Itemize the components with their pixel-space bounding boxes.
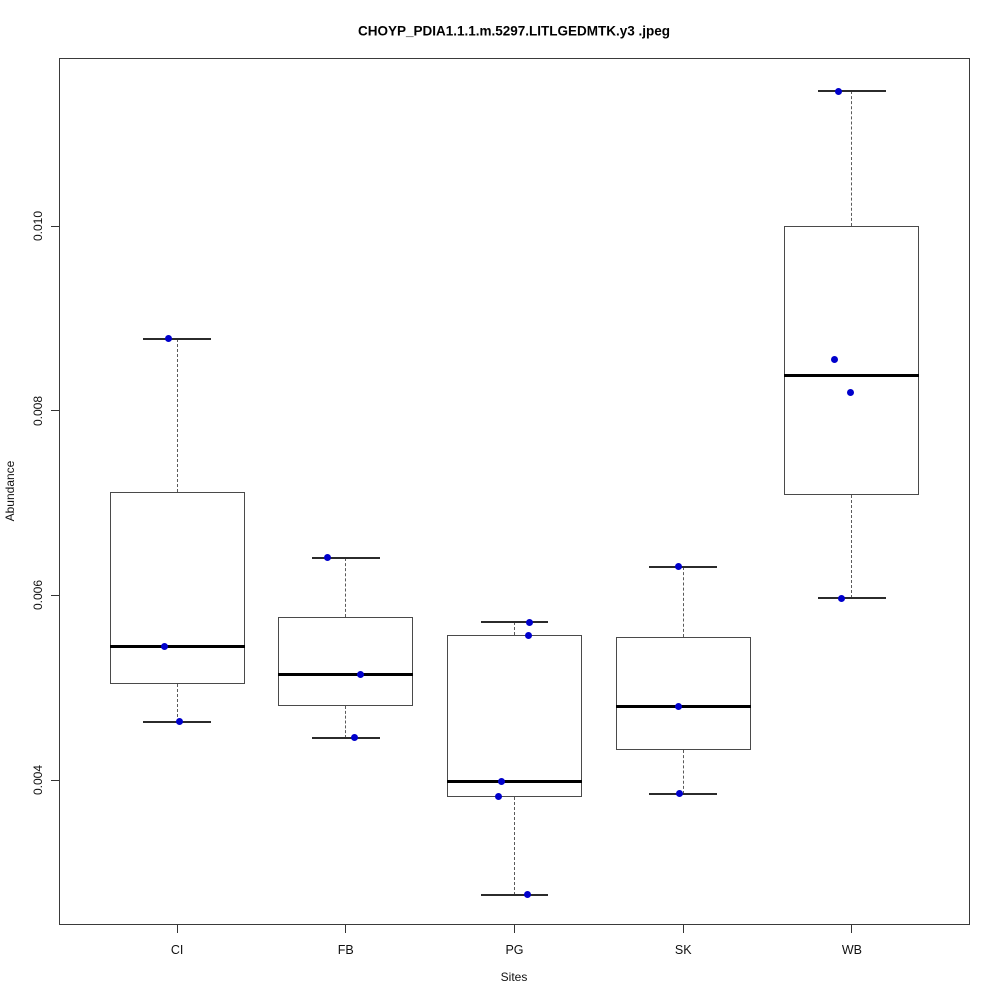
box-fb bbox=[278, 616, 414, 707]
data-point-pg bbox=[525, 631, 532, 639]
data-point-ci bbox=[164, 335, 172, 343]
y-axis-tick-label: 0.006 bbox=[31, 580, 45, 611]
x-axis-tick-label-pg: PG bbox=[505, 943, 524, 957]
x-axis-tick bbox=[682, 925, 684, 933]
y-axis-tick-label: 0.010 bbox=[31, 211, 45, 242]
data-point-sk bbox=[674, 702, 682, 710]
y-axis-tick bbox=[51, 225, 59, 227]
x-axis-tick-label-ci: CI bbox=[170, 943, 184, 957]
whisker-lower-pg bbox=[514, 796, 515, 895]
whisker-cap-high-ci bbox=[143, 337, 211, 340]
whisker-upper-ci bbox=[176, 338, 178, 492]
whisker-cap-low-wb bbox=[818, 597, 886, 600]
y-axis-tick bbox=[51, 410, 59, 412]
box-sk bbox=[615, 636, 751, 750]
data-point-wb bbox=[831, 356, 839, 364]
data-point-wb bbox=[835, 87, 843, 95]
data-point-fb bbox=[357, 671, 365, 679]
box-ci bbox=[109, 491, 245, 684]
whisker-cap-low-pg bbox=[480, 893, 549, 896]
x-axis-tick-label-fb: FB bbox=[337, 943, 354, 957]
x-axis-tick-label-sk: SK bbox=[674, 943, 692, 957]
whisker-upper-pg bbox=[514, 622, 515, 636]
y-axis-tick bbox=[51, 779, 59, 781]
whisker-upper-sk bbox=[682, 566, 684, 637]
x-axis-tick bbox=[345, 925, 347, 933]
x-axis-tick-label-wb: WB bbox=[841, 943, 862, 957]
data-point-pg bbox=[526, 618, 533, 626]
whisker-lower-sk bbox=[682, 749, 684, 794]
chart-title: CHOYP_PDIA1.1.1.m.5297.LITLGEDMTK.y3 .jp… bbox=[357, 23, 671, 39]
data-point-wb bbox=[838, 594, 846, 602]
x-axis-tick bbox=[176, 925, 178, 933]
whisker-cap-low-sk bbox=[649, 792, 717, 795]
whisker-upper-fb bbox=[345, 557, 347, 617]
data-point-sk bbox=[675, 790, 683, 798]
median-sk bbox=[615, 704, 751, 708]
whisker-lower-ci bbox=[176, 684, 178, 722]
x-axis-tick bbox=[851, 925, 853, 933]
whisker-cap-high-fb bbox=[312, 556, 380, 559]
data-point-pg bbox=[524, 891, 531, 899]
data-point-ci bbox=[175, 718, 183, 726]
data-point-fb bbox=[324, 554, 332, 562]
y-axis-tick-label: 0.004 bbox=[31, 765, 45, 796]
data-point-fb bbox=[351, 734, 359, 742]
whisker-upper-wb bbox=[851, 91, 853, 227]
whisker-cap-high-wb bbox=[818, 90, 886, 93]
median-wb bbox=[784, 374, 920, 378]
whisker-lower-wb bbox=[851, 494, 853, 599]
data-point-wb bbox=[847, 388, 855, 396]
whisker-cap-high-pg bbox=[480, 621, 549, 624]
y-axis-tick bbox=[51, 594, 59, 596]
data-point-pg bbox=[498, 778, 505, 786]
median-fb bbox=[278, 673, 414, 677]
box-wb bbox=[784, 226, 920, 495]
median-pg bbox=[447, 780, 582, 784]
box-pg bbox=[447, 635, 582, 797]
y-axis-tick-label: 0.008 bbox=[31, 395, 45, 426]
data-point-sk bbox=[674, 563, 682, 571]
whisker-cap-low-fb bbox=[312, 736, 380, 739]
data-point-pg bbox=[495, 793, 502, 801]
x-axis-tick bbox=[514, 925, 515, 933]
whisker-cap-high-sk bbox=[649, 565, 717, 568]
x-axis-label: Sites bbox=[500, 970, 528, 984]
whisker-lower-fb bbox=[345, 706, 347, 738]
median-ci bbox=[109, 644, 245, 648]
data-point-ci bbox=[160, 642, 168, 650]
